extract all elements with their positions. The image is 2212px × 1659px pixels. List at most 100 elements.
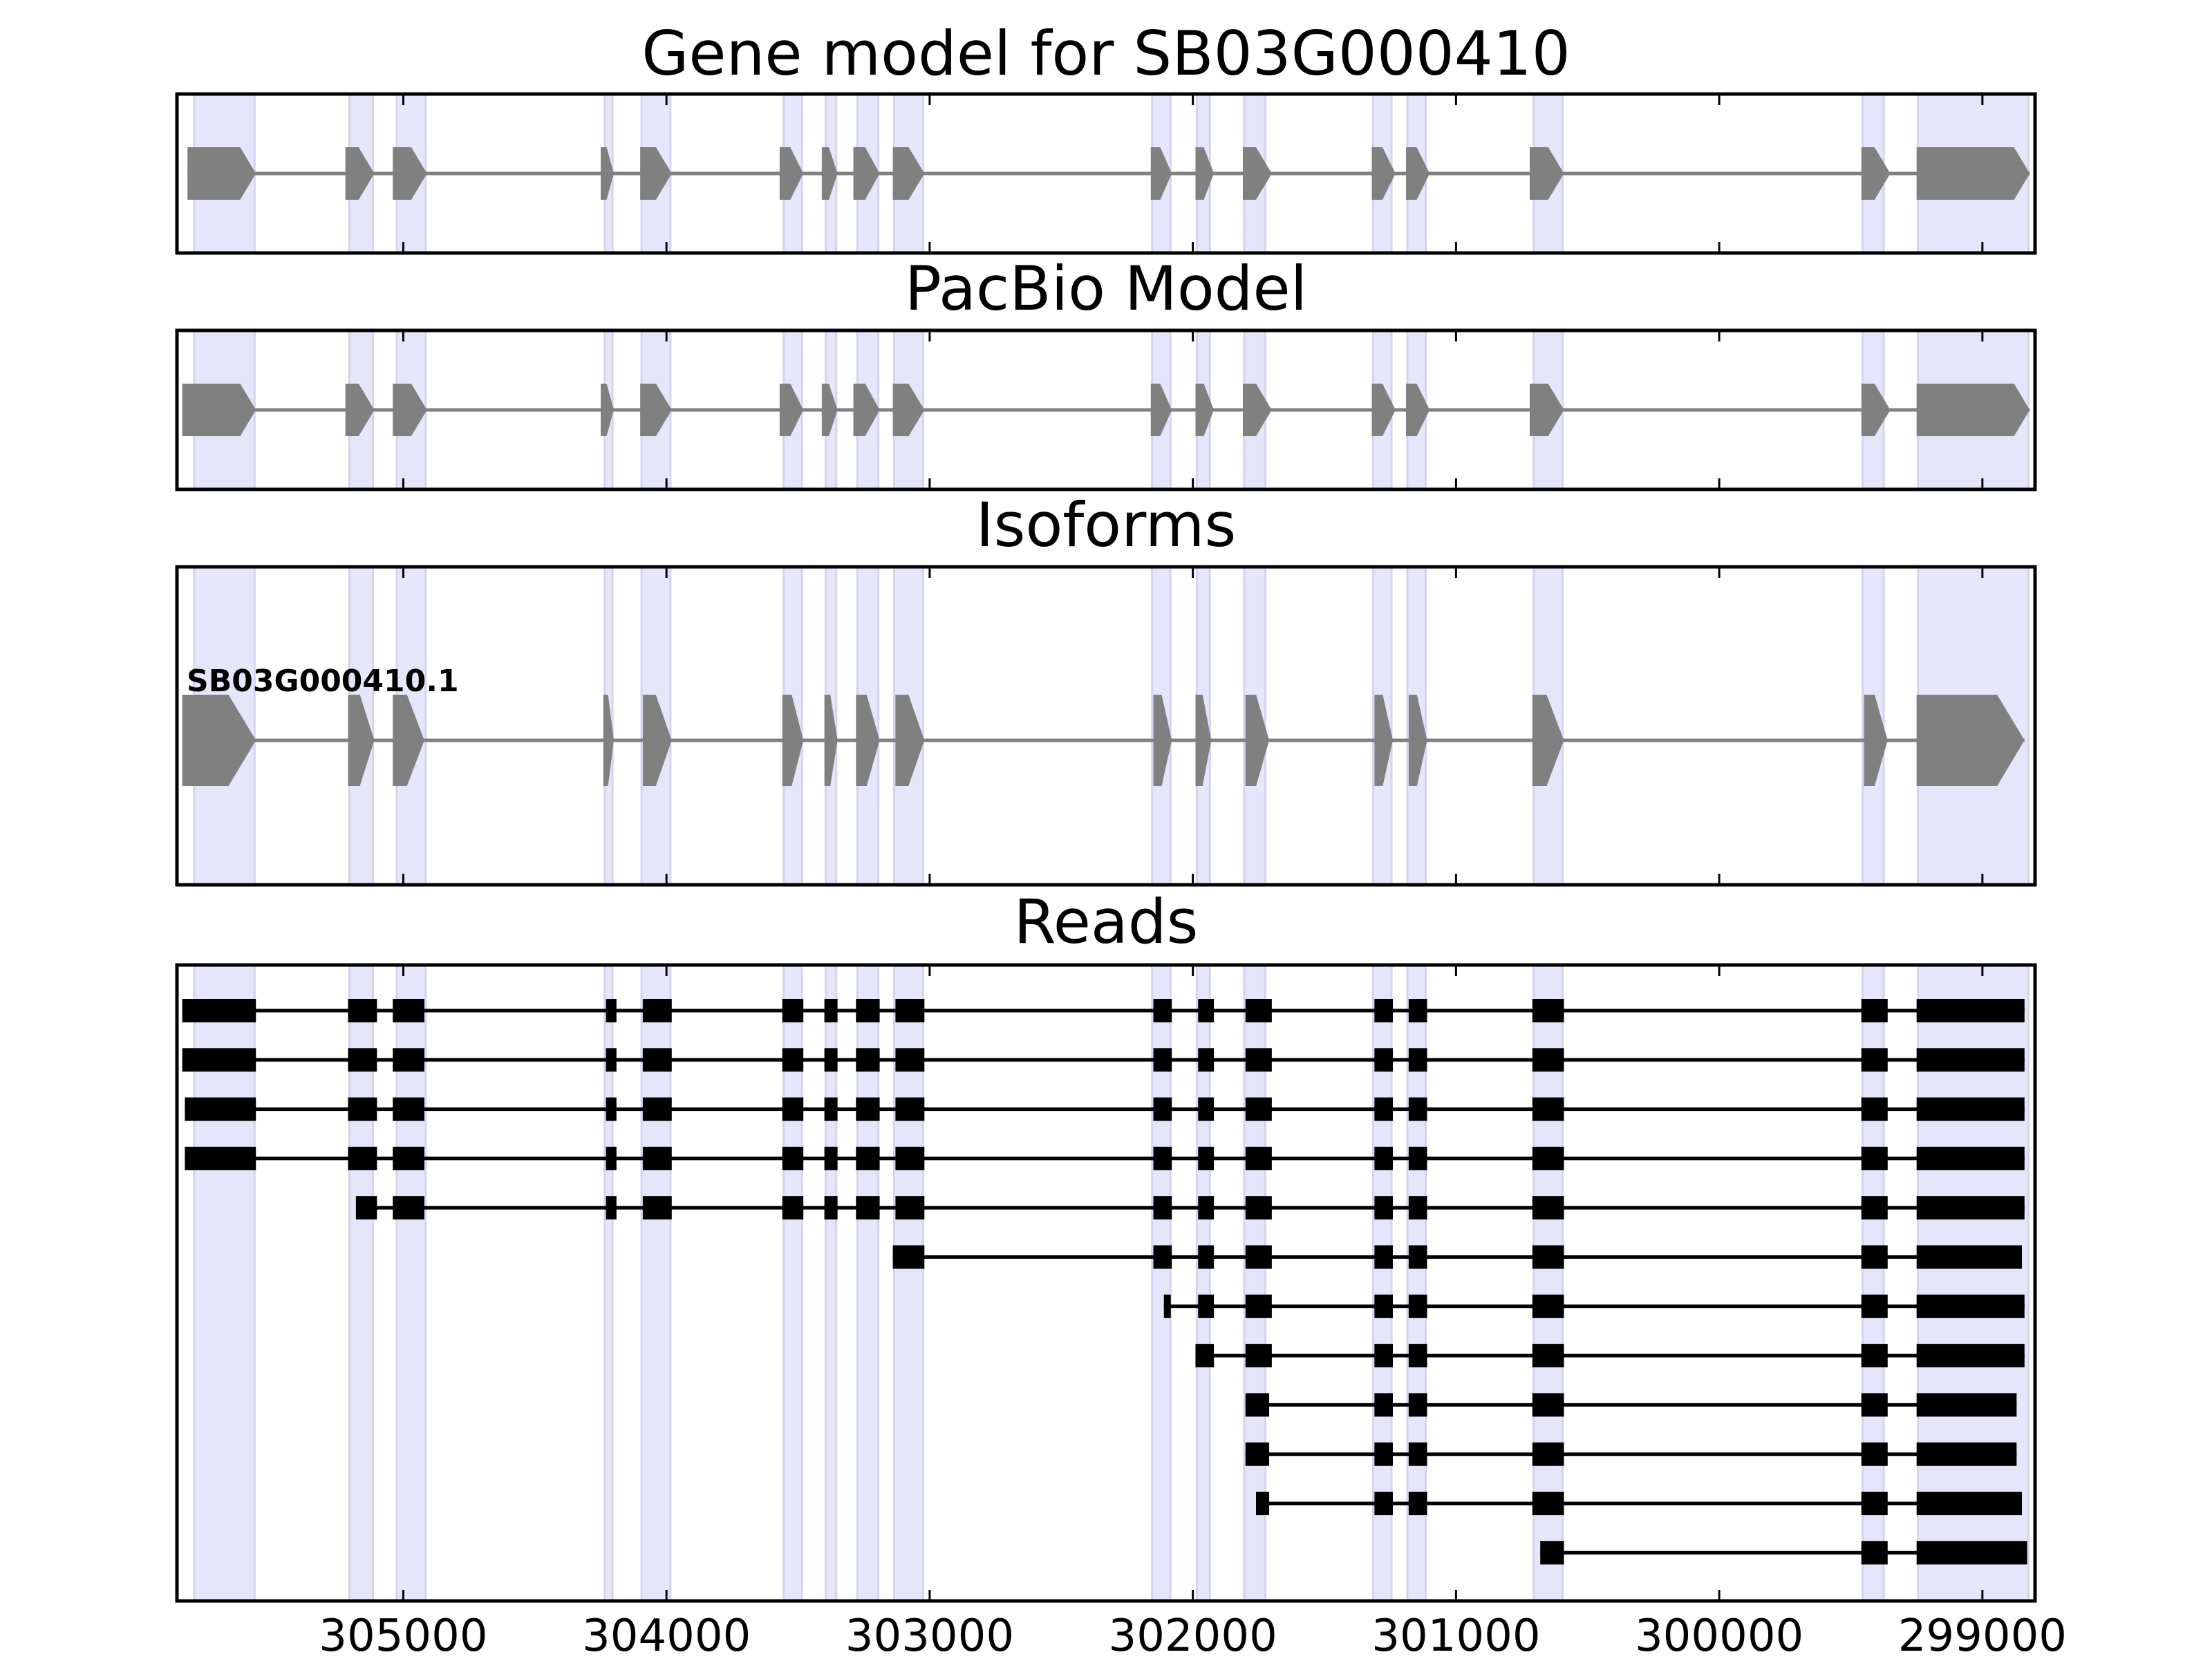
exon-arrow	[821, 384, 838, 436]
x-tick-label: 303000	[845, 1611, 1014, 1659]
read-block	[1861, 1097, 1888, 1121]
exon-arrow	[603, 695, 615, 786]
read-block	[642, 1196, 672, 1220]
read-block	[1408, 1146, 1427, 1170]
exon-arrow	[779, 147, 804, 200]
read-block	[824, 1196, 838, 1220]
exon-arrow	[1861, 147, 1891, 200]
exon-arrow	[1195, 384, 1215, 436]
x-tick-label: 301000	[1371, 1611, 1540, 1659]
read-block	[1916, 1393, 2017, 1417]
exon-arrow	[1916, 147, 2030, 200]
exon-arrow	[1153, 695, 1172, 786]
exon-arrow	[1406, 384, 1430, 436]
exon-arrow	[824, 695, 838, 786]
exon-arrow	[1245, 695, 1270, 786]
read-block	[895, 1196, 925, 1220]
exon-arrow	[821, 147, 838, 200]
read-block	[1408, 1344, 1427, 1368]
exon-arrow	[345, 384, 375, 436]
read-block	[1916, 1097, 2025, 1121]
read-block	[393, 1097, 424, 1121]
read-block	[824, 1146, 838, 1170]
read-block	[1198, 1196, 1215, 1220]
read-block	[642, 999, 672, 1022]
read-block	[1861, 1344, 1888, 1368]
read-block	[1861, 1492, 1888, 1515]
read-block	[1408, 1294, 1427, 1318]
exon-arrow	[853, 384, 880, 436]
read-block	[1861, 999, 1888, 1022]
read-block	[1374, 1492, 1394, 1515]
read-block	[1532, 1146, 1564, 1170]
read-block	[1916, 1048, 2025, 1072]
read-block	[1374, 1196, 1394, 1220]
exon-arrow	[187, 147, 256, 200]
read-block	[782, 1097, 804, 1121]
exon-arrow	[642, 695, 672, 786]
read-block	[895, 999, 925, 1022]
read-block	[1532, 1097, 1564, 1121]
read-block	[1916, 999, 2025, 1022]
read-block	[892, 1245, 925, 1269]
read-block	[185, 1146, 256, 1170]
exon-arrow	[393, 695, 424, 786]
read-block	[1532, 1048, 1564, 1072]
read-block	[1153, 1097, 1172, 1121]
read-block	[1532, 1294, 1564, 1318]
read-block	[824, 1097, 838, 1121]
read-block	[1916, 1146, 2025, 1170]
read-block	[1245, 1097, 1272, 1121]
panel-title: Isoforms	[976, 489, 1237, 561]
read-block	[185, 1097, 256, 1121]
exon-arrow	[345, 147, 375, 200]
x-tick-label: 305000	[319, 1611, 487, 1659]
panel-title: Gene model for SB03G000410	[641, 18, 1571, 89]
read-block	[1245, 999, 1272, 1022]
exon-arrow	[640, 384, 672, 436]
exon-arrow	[393, 384, 427, 436]
panel-2: Isoforms SB03G000410.1	[175, 489, 2037, 887]
read-block	[1861, 1541, 1888, 1565]
read-block	[1532, 999, 1564, 1022]
exon-arrow	[1195, 695, 1212, 786]
read-block	[642, 1146, 672, 1170]
read-block	[1532, 1442, 1564, 1466]
x-tick-label: 299000	[1898, 1611, 2067, 1659]
read-block	[606, 1146, 617, 1170]
read-block	[1532, 1492, 1564, 1515]
read-block	[1198, 1146, 1215, 1170]
exon-arrow	[600, 384, 615, 436]
read-block	[1408, 1442, 1427, 1466]
panel-0: Gene model for SB03G000410	[175, 18, 2037, 255]
read-block	[1861, 1048, 1888, 1072]
exon-arrow	[1374, 695, 1394, 786]
exon-arrow	[853, 147, 880, 200]
read-block	[393, 1048, 424, 1072]
isoform-label: SB03G000410.1	[187, 664, 459, 699]
read-block	[642, 1097, 672, 1121]
read-block	[1198, 1245, 1215, 1269]
exon-arrow	[1916, 695, 2025, 786]
read-block	[1861, 1393, 1888, 1417]
read-block	[1861, 1146, 1888, 1170]
read-block	[856, 999, 880, 1022]
exon-arrow	[779, 384, 804, 436]
read-block	[348, 1097, 377, 1121]
read-block	[1916, 1442, 2017, 1466]
exon-arrow	[895, 695, 925, 786]
read-block	[1374, 1097, 1394, 1121]
read-block	[1916, 1344, 2025, 1368]
read-block	[642, 1048, 672, 1072]
read-block	[1198, 1294, 1215, 1318]
read-block	[1861, 1442, 1888, 1466]
read-block	[182, 1048, 256, 1072]
read-block	[1198, 1048, 1215, 1072]
exon-arrow	[1371, 147, 1396, 200]
read-block	[782, 1196, 804, 1220]
read-block	[1374, 1442, 1394, 1466]
read-block	[1408, 1492, 1427, 1515]
read-block	[1245, 1442, 1270, 1466]
read-block	[1374, 1344, 1394, 1368]
read-block	[1245, 1344, 1272, 1368]
